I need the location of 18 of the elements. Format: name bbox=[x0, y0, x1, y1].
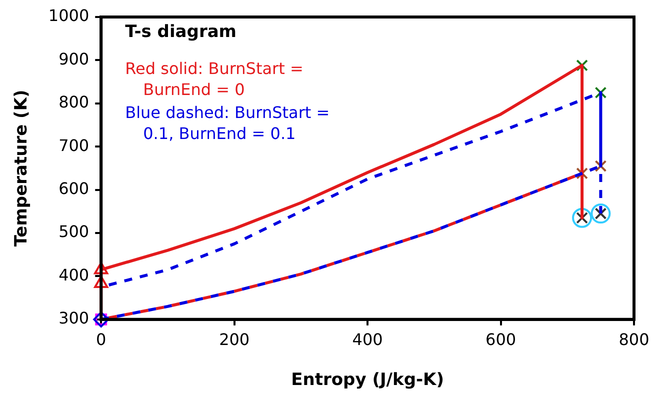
annotation: Blue dashed: BurnStart = 0.1, BurnEnd = 0.1 bbox=[125, 103, 330, 144]
y-tick-label: 500 bbox=[58, 222, 90, 242]
y-axis-title: Temperature (K) bbox=[12, 90, 32, 247]
x-tick-label: 0 bbox=[96, 330, 106, 350]
y-tick-label: 700 bbox=[58, 136, 90, 155]
y-tick-label: 400 bbox=[58, 265, 90, 284]
x-axis-title: Entropy (J/kg-K) bbox=[291, 370, 444, 390]
x-tick-label: 800 bbox=[618, 330, 650, 350]
x-tick-label: 600 bbox=[486, 330, 516, 350]
x-tick-label: 400 bbox=[352, 330, 383, 350]
y-tick-label: 300 bbox=[58, 308, 90, 328]
annotation: Red solid: BurnStart = BurnEnd = 0 bbox=[125, 59, 304, 100]
y-tick-label: 600 bbox=[58, 178, 90, 198]
x-tick-label: 200 bbox=[219, 330, 250, 350]
y-tick-label: 900 bbox=[58, 49, 90, 68]
y-tick-label: 800 bbox=[58, 92, 90, 112]
y-tick-label: 1000 bbox=[48, 6, 90, 26]
chart-title: T-s diagram bbox=[125, 22, 237, 42]
